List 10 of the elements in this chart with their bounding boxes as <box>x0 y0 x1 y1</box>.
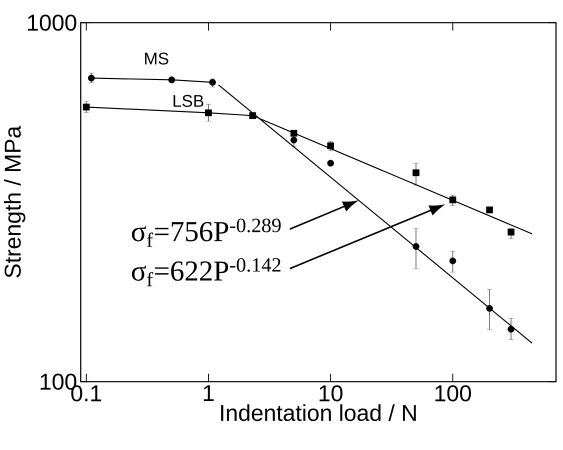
y-tick-label: 1000 <box>28 14 76 31</box>
series-label: MS <box>145 52 168 65</box>
x-tick-label: 1 <box>204 385 214 401</box>
series-label: LSB <box>174 94 204 107</box>
x-axis-title: Indentation load / N <box>221 404 416 422</box>
x-tick-label: 10 <box>320 385 342 402</box>
y-axis-title: Strength / MPa <box>4 126 26 278</box>
x-tick-label: 100 <box>435 385 471 402</box>
annotation: σ$_{f}$=756P$^{-0.289}$ <box>132 218 281 247</box>
annotation: σ$_{f}$=622P$^{-0.142}$ <box>132 258 280 286</box>
